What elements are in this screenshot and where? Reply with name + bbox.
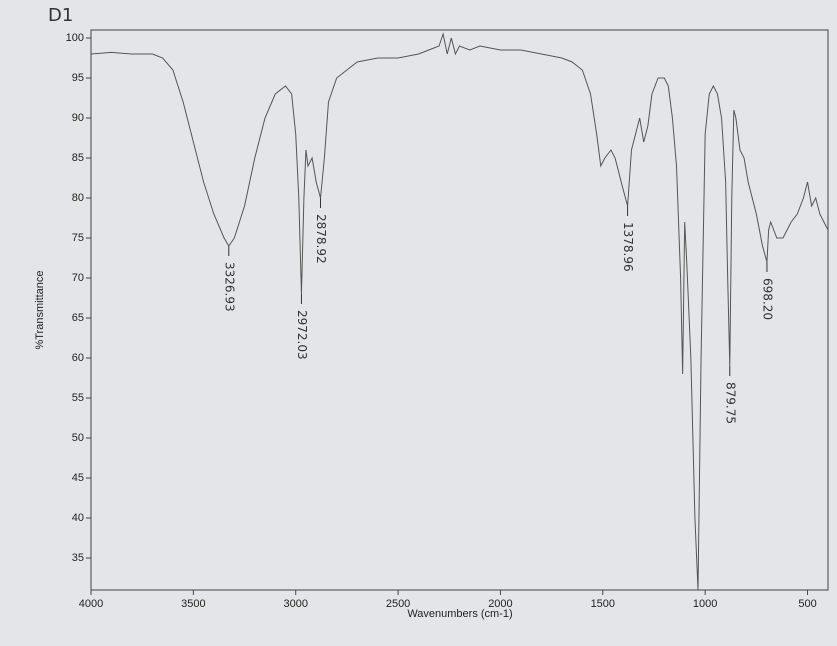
- peak-label: 3326.93: [222, 262, 236, 312]
- y-tick-label: 90: [72, 112, 84, 124]
- peak-label: 879.75: [723, 382, 737, 424]
- y-tick-label: 45: [72, 472, 84, 484]
- peak-label: 2878.92: [314, 214, 328, 264]
- peak-label: 698.20: [760, 278, 774, 320]
- y-tick-label: 80: [72, 192, 84, 204]
- y-tick-label: 35: [72, 552, 84, 564]
- x-tick-label: 1000: [693, 598, 717, 610]
- y-tick-label: 65: [72, 312, 84, 324]
- x-tick-label: 3500: [181, 598, 205, 610]
- x-tick-label: 2000: [488, 598, 512, 610]
- y-tick-label: 40: [72, 512, 84, 524]
- note: D1: [48, 5, 73, 26]
- plot-frame: [90, 29, 829, 591]
- y-tick-label: 60: [72, 352, 84, 364]
- y-tick-label: 100: [66, 32, 84, 44]
- x-axis-label: Wavenumbers (cm-1): [407, 608, 512, 620]
- y-tick-label: 75: [72, 232, 84, 244]
- peak-label: 1378.96: [621, 222, 635, 272]
- x-tick-label: 1500: [591, 598, 615, 610]
- x-tick-label: 3000: [283, 598, 307, 610]
- x-tick-label: 4000: [79, 598, 103, 610]
- y-axis-label: %Transmittance: [34, 270, 46, 349]
- y-tick-label: 50: [72, 432, 84, 444]
- spectrum-line: [90, 32, 829, 591]
- x-tick-label: 500: [798, 598, 816, 610]
- y-tick-label: 95: [72, 72, 84, 84]
- y-tick-label: 55: [72, 392, 84, 404]
- y-tick-label: 70: [72, 272, 84, 284]
- y-tick-label: 85: [72, 152, 84, 164]
- x-tick-label: 2500: [386, 598, 410, 610]
- peak-label: 2972.03: [295, 310, 309, 360]
